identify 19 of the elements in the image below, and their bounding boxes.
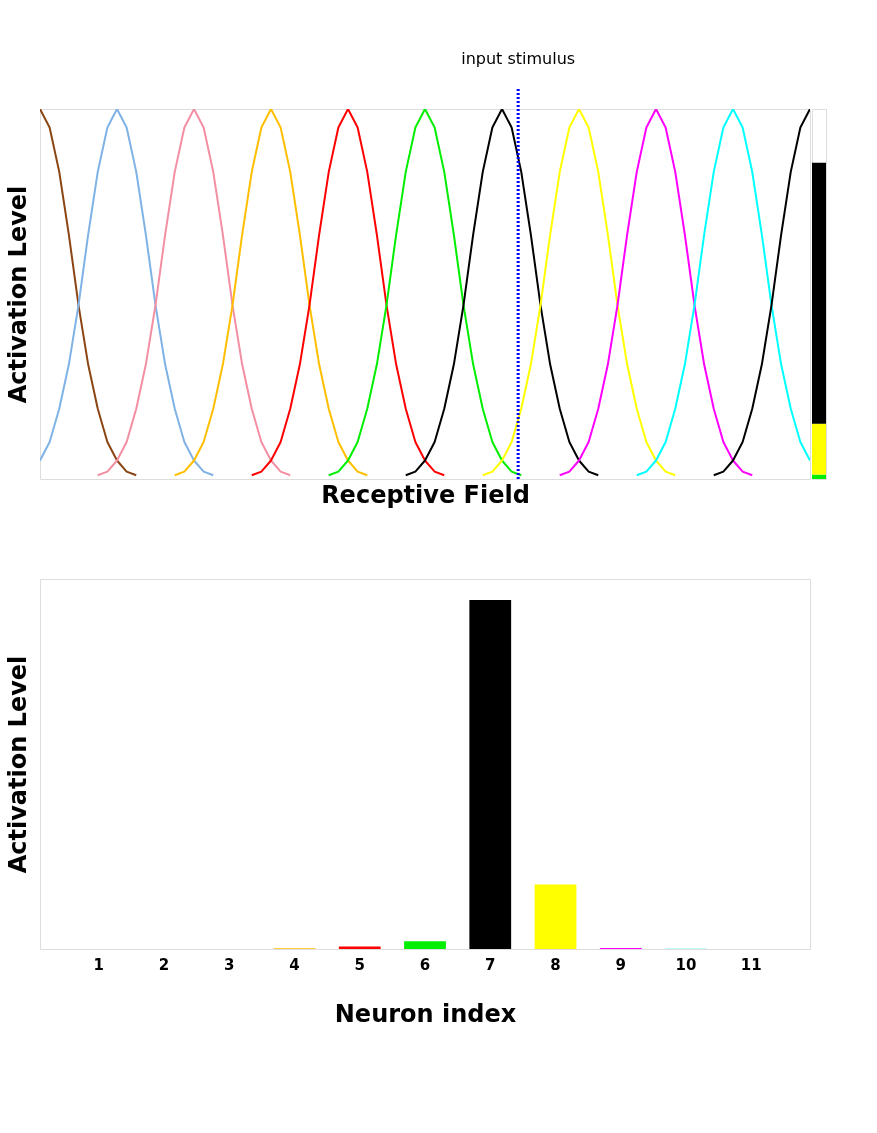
x-tick-label: 10 xyxy=(675,955,697,974)
x-tick-label: 2 xyxy=(158,955,170,974)
bar xyxy=(534,884,577,949)
x-tick-label: 11 xyxy=(740,955,762,974)
x-tick-label: 1 xyxy=(93,955,104,974)
x-tick-label: 4 xyxy=(289,955,300,974)
x-axis-title: Receptive Field xyxy=(321,480,530,509)
bar xyxy=(469,599,512,949)
x-tick-label: 9 xyxy=(615,955,626,974)
x-tick-label: 6 xyxy=(419,955,431,974)
bar xyxy=(404,941,446,949)
text: input stimulus xyxy=(461,49,576,68)
y-axis-title: Activation Level xyxy=(3,185,32,404)
x-tick-label: 7 xyxy=(485,955,496,974)
x-tick-label: 3 xyxy=(224,955,235,974)
x-tick-label: 8 xyxy=(550,955,561,974)
x-axis-title: Neuron index xyxy=(334,999,517,1028)
x-tick-label: 5 xyxy=(354,955,365,974)
y-axis-title: Activation Level xyxy=(3,655,32,874)
